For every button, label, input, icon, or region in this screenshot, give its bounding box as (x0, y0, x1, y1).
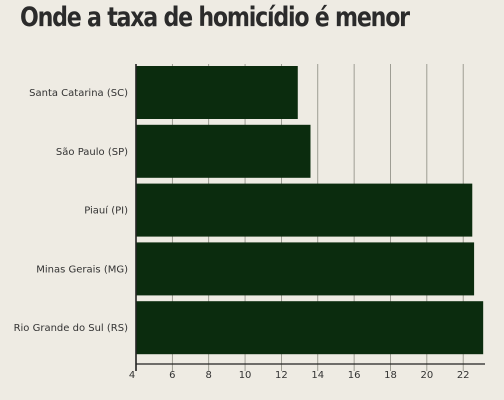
label-layer: 4 6 8 10 12 14 16 18 20 22 Santa Catarina (SC) São … (14, 88, 470, 381)
x-tick-label: 10 (239, 370, 252, 381)
bar (136, 242, 475, 296)
category-label: Minas Gerais (MG) (36, 264, 128, 275)
category-label: São Paulo (SP) (56, 147, 128, 158)
axis-layer (135, 64, 485, 371)
x-tick-label: 14 (311, 370, 324, 381)
bar-layer (136, 66, 484, 355)
x-tick-label: 4 (129, 370, 135, 381)
x-tick-label: 8 (206, 370, 212, 381)
x-tick-label: 20 (420, 370, 433, 381)
bar (136, 124, 311, 178)
x-tick-label: 12 (275, 370, 288, 381)
bar (136, 183, 473, 237)
category-label: Santa Catarina (SC) (29, 88, 128, 99)
bar (136, 301, 484, 355)
x-tick-label: 18 (384, 370, 397, 381)
category-label: Piauí (PI) (84, 205, 128, 217)
category-label: Rio Grande do Sul (RS) (14, 323, 129, 334)
x-tick-label: 6 (169, 370, 175, 381)
chart-title: Onde a taxa de homicídio é menor (20, 2, 410, 33)
bar (136, 66, 298, 119)
x-tick-label: 22 (457, 370, 470, 381)
x-tick-label: 16 (348, 370, 361, 381)
